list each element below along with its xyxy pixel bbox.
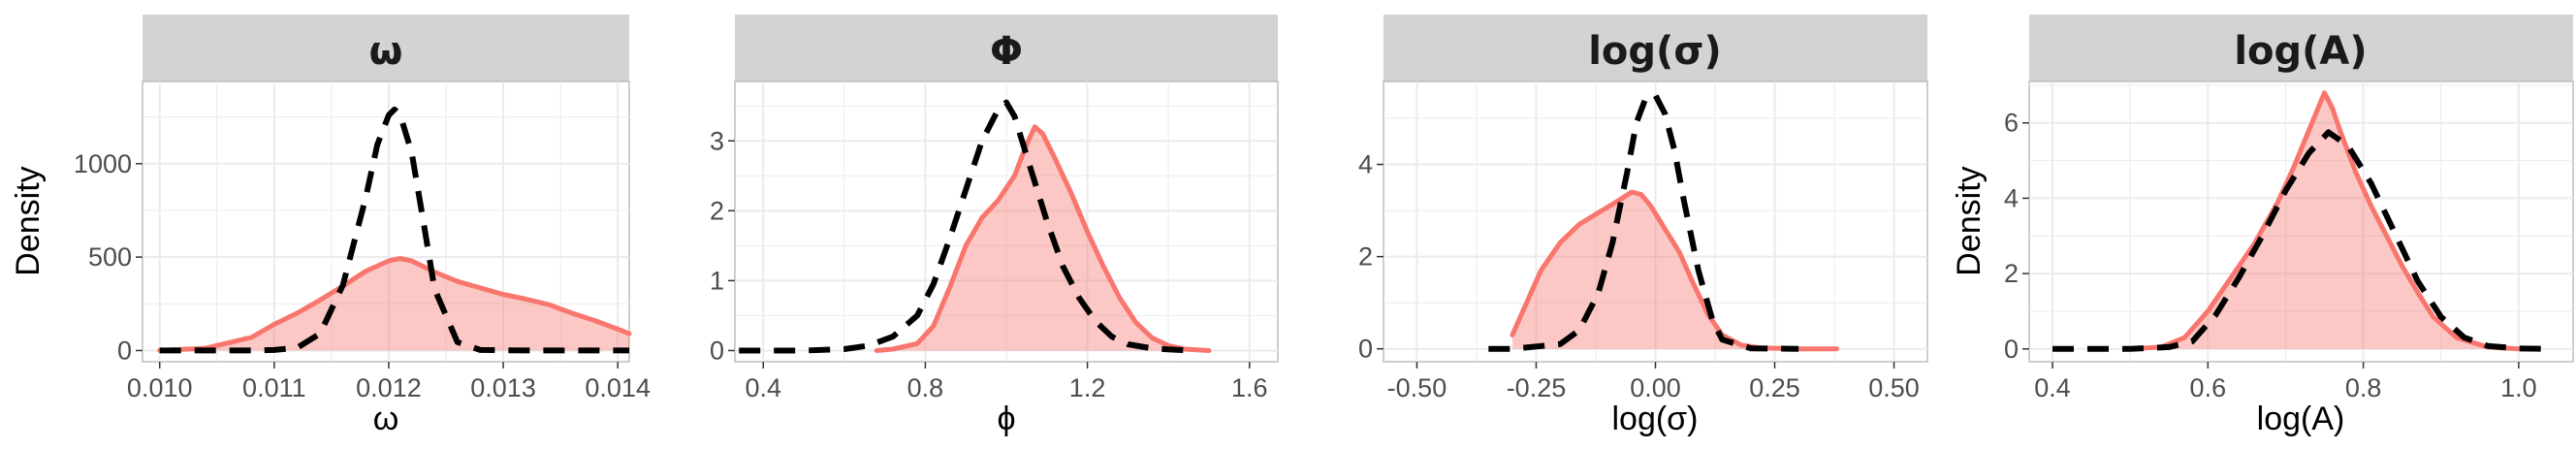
panel-log-a-y-ticks: 0 2 4 6: [2004, 109, 2029, 364]
panel-log-sigma-y-ticks: 0 2 4: [1358, 150, 1383, 364]
panel-log-a-background: [2028, 80, 2574, 363]
panel-log-a-grid: [2029, 81, 2573, 362]
x-tick-label: 0.00: [1630, 373, 1681, 402]
posterior-density-line: [874, 124, 1212, 353]
y-tick-label: 2: [710, 196, 724, 225]
y-tick-label: 2: [2004, 259, 2019, 288]
y-tick-label: 0: [1358, 335, 1373, 364]
x-tick-label: -0.25: [1507, 373, 1567, 402]
panel-log-a-x-axis-title: log(A): [2257, 401, 2345, 437]
x-tick-label: 0.25: [1749, 373, 1800, 402]
panel-phi-grid: [735, 81, 1278, 362]
y-tick-label: 1: [710, 266, 724, 295]
panel-phi-strip: [735, 15, 1278, 81]
x-tick-label: 0.010: [127, 373, 193, 402]
x-tick-label: 0.011: [242, 373, 306, 402]
panel-omega-series: [157, 106, 632, 354]
x-tick-label: 0.012: [356, 373, 422, 402]
panel-phi-x-axis-title: ϕ: [997, 401, 1015, 437]
prior-density-line: [2052, 129, 2551, 352]
panel-omega-x-axis-title: ω: [373, 401, 399, 437]
panel-log-a-strip: [2029, 15, 2573, 81]
panel-log-a: log(A) 0.4 0.6 0.8 1.0 0 2 4 6 log(A) Density: [1951, 15, 2574, 437]
posterior-density-line: [2127, 90, 2522, 352]
x-tick-label: 1.6: [1231, 373, 1268, 402]
x-tick-label: 0.8: [907, 373, 944, 402]
posterior-density-area: [1511, 192, 1837, 349]
panel-phi-y-ticks: 0 1 2 3: [710, 126, 735, 365]
panel-omega-strip-title: ω: [369, 29, 403, 74]
panel-phi-series: [739, 99, 1212, 354]
panel-log-sigma-x-axis-title: log(σ): [1611, 401, 1698, 437]
posterior-density-line: [157, 256, 632, 353]
panel-log-a-strip-title: log(A): [2234, 29, 2367, 74]
panel-omega-x-ticks: 0.010 0.011 0.012 0.013 0.014: [127, 362, 651, 402]
y-tick-label: 0: [117, 336, 132, 365]
x-tick-label: 0.50: [1868, 373, 1920, 402]
panel-log-sigma-series: [1488, 92, 1839, 352]
posterior-density-area: [159, 258, 629, 351]
posterior-density-area: [876, 126, 1209, 351]
panel-phi-x-ticks: 0.4 0.8 1.2 1.6: [745, 362, 1268, 402]
x-tick-label: 1.2: [1069, 373, 1106, 402]
y-tick-label: 4: [2004, 183, 2019, 212]
prior-density-line: [159, 106, 629, 354]
panel-log-a-x-ticks: 0.4 0.6 0.8 1.0: [2034, 362, 2537, 402]
panel-omega-strip: [143, 15, 629, 81]
y-tick-label: 6: [2004, 109, 2019, 138]
x-tick-label: 0.4: [745, 373, 781, 402]
panel-phi-strip-title: Φ: [990, 29, 1023, 74]
x-tick-label: 0.6: [2190, 373, 2227, 402]
x-tick-label: 0.4: [2034, 373, 2071, 402]
posterior-density-line: [1510, 189, 1839, 352]
x-tick-label: -0.50: [1387, 373, 1447, 402]
y-tick-label: 3: [710, 126, 724, 155]
panel-log-sigma-strip: [1383, 15, 1927, 81]
prior-density-line: [739, 99, 1193, 354]
x-tick-label: 1.0: [2500, 373, 2537, 402]
y-tick-label: 2: [1358, 242, 1373, 272]
panel-omega-background: [142, 80, 630, 363]
panel-omega: ω 0.010 0.011 0.012 0.013 0.014 0 500 1000 ω D…: [10, 15, 651, 437]
y-tick-label: 1000: [74, 149, 132, 178]
panel-phi: Φ 0.4 0.8 1.2 1.6 0 1 2 3 ϕ: [710, 15, 1279, 437]
panel-log-sigma: log(σ) -0.50 -0.25 0.00 0.25 0.50 0 2 4 log(σ): [1358, 15, 1928, 437]
panel-log-a-y-axis-title: Density: [1951, 166, 1988, 275]
panel-log-sigma-strip-title: log(σ): [1588, 29, 1722, 74]
panel-log-a-series: [2052, 90, 2551, 352]
y-tick-label: 500: [88, 242, 132, 272]
y-tick-label: 4: [1358, 150, 1373, 179]
panel-omega-y-axis-title: Density: [10, 166, 47, 275]
panel-omega-y-ticks: 0 500 1000: [74, 149, 143, 365]
x-tick-label: 0.014: [585, 373, 651, 402]
panel-log-sigma-grid: [1383, 81, 1927, 362]
x-tick-label: 0.8: [2345, 373, 2382, 402]
y-tick-label: 0: [2004, 335, 2019, 364]
panel-log-sigma-x-ticks: -0.50 -0.25 0.00 0.25 0.50: [1387, 362, 1920, 402]
x-tick-label: 0.013: [470, 373, 536, 402]
y-tick-label: 0: [710, 336, 724, 365]
